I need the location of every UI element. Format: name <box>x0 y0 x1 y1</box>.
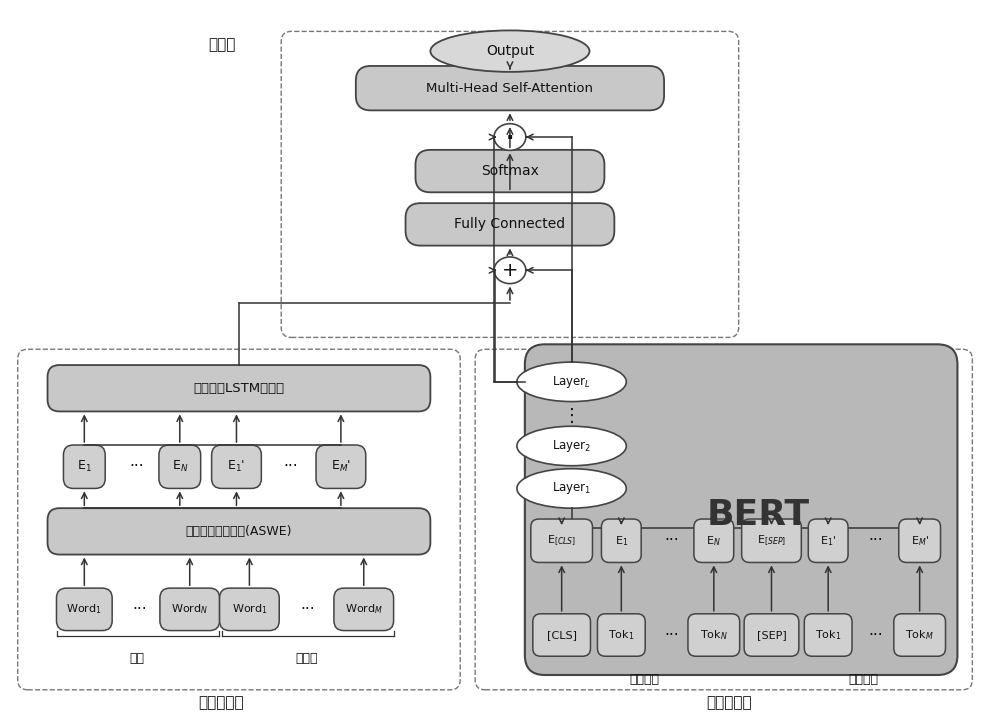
Text: ·: · <box>506 128 514 148</box>
FancyBboxPatch shape <box>415 150 604 192</box>
Text: ···: ··· <box>665 533 679 548</box>
FancyBboxPatch shape <box>48 508 430 555</box>
Text: Fully Connected: Fully Connected <box>454 217 566 231</box>
Text: ···: ··· <box>130 459 144 474</box>
Text: Multi-Head Self-Attention: Multi-Head Self-Attention <box>426 81 593 95</box>
Text: 原始评论: 原始评论 <box>629 673 659 686</box>
Text: 情感嵌入层: 情感嵌入层 <box>199 695 244 710</box>
FancyBboxPatch shape <box>597 614 645 656</box>
Text: E$_M$': E$_M$' <box>911 534 929 548</box>
Text: 对抗性情感词嵌入(ASWE): 对抗性情感词嵌入(ASWE) <box>186 525 292 538</box>
FancyBboxPatch shape <box>334 588 394 630</box>
FancyBboxPatch shape <box>316 445 366 488</box>
FancyBboxPatch shape <box>56 588 112 630</box>
Text: ···: ··· <box>665 628 679 643</box>
Text: 双层双向LSTM编码器: 双层双向LSTM编码器 <box>193 382 285 395</box>
FancyBboxPatch shape <box>688 614 740 656</box>
Text: 输出层: 输出层 <box>208 36 235 51</box>
FancyBboxPatch shape <box>533 614 590 656</box>
Text: E$_M$': E$_M$' <box>331 459 351 474</box>
Text: Word$_1$: Word$_1$ <box>66 603 102 616</box>
FancyBboxPatch shape <box>159 445 201 488</box>
Text: BERT: BERT <box>707 498 810 532</box>
Text: E$_1$: E$_1$ <box>77 459 92 474</box>
Text: [SEP]: [SEP] <box>757 630 786 640</box>
FancyBboxPatch shape <box>525 344 957 675</box>
Ellipse shape <box>494 257 526 283</box>
Text: ···: ··· <box>301 602 315 617</box>
FancyBboxPatch shape <box>694 519 734 563</box>
Text: Layer$_L$: Layer$_L$ <box>552 374 591 390</box>
Text: Word$_M$: Word$_M$ <box>345 603 383 616</box>
Text: E$_N$: E$_N$ <box>172 459 188 474</box>
Ellipse shape <box>430 31 590 72</box>
Text: Layer$_2$: Layer$_2$ <box>552 438 591 454</box>
Text: Word$_1$: Word$_1$ <box>232 603 267 616</box>
FancyBboxPatch shape <box>744 614 799 656</box>
FancyBboxPatch shape <box>48 365 430 411</box>
Text: 方面: 方面 <box>130 652 145 665</box>
Text: E$_{[CLS]}$: E$_{[CLS]}$ <box>547 533 576 548</box>
Text: ···: ··· <box>869 533 883 548</box>
FancyBboxPatch shape <box>356 66 664 111</box>
Text: 辅助句子: 辅助句子 <box>848 673 878 686</box>
Text: +: + <box>502 261 518 280</box>
Ellipse shape <box>517 468 626 508</box>
Text: E$_1$': E$_1$' <box>820 534 836 548</box>
Text: ···: ··· <box>869 628 883 643</box>
Text: Word$_N$: Word$_N$ <box>171 603 208 616</box>
Text: Tok$_1$: Tok$_1$ <box>608 628 635 642</box>
Text: [CLS]: [CLS] <box>547 630 577 640</box>
FancyBboxPatch shape <box>212 445 261 488</box>
Text: Softmax: Softmax <box>481 164 539 178</box>
Text: Output: Output <box>486 44 534 58</box>
FancyBboxPatch shape <box>742 519 801 563</box>
Text: ···: ··· <box>284 459 298 474</box>
Text: E$_{[SEP]}$: E$_{[SEP]}$ <box>757 533 786 548</box>
FancyBboxPatch shape <box>63 445 105 488</box>
Text: E$_1$: E$_1$ <box>615 534 628 548</box>
FancyBboxPatch shape <box>531 519 592 563</box>
FancyBboxPatch shape <box>899 519 941 563</box>
Ellipse shape <box>517 362 626 401</box>
FancyBboxPatch shape <box>601 519 641 563</box>
Text: ···: ··· <box>133 602 147 617</box>
FancyBboxPatch shape <box>894 614 946 656</box>
FancyBboxPatch shape <box>808 519 848 563</box>
FancyBboxPatch shape <box>804 614 852 656</box>
Text: 评论句: 评论句 <box>296 652 318 665</box>
Text: Tok$_1$: Tok$_1$ <box>815 628 841 642</box>
Text: ⋮: ⋮ <box>563 408 581 426</box>
Ellipse shape <box>517 426 626 466</box>
Text: 语义嵌入层: 语义嵌入层 <box>706 695 752 710</box>
Text: E$_N$: E$_N$ <box>706 534 721 548</box>
FancyBboxPatch shape <box>220 588 279 630</box>
FancyBboxPatch shape <box>160 588 220 630</box>
Text: Tok$_M$: Tok$_M$ <box>905 628 934 642</box>
Ellipse shape <box>494 124 526 151</box>
Text: Layer$_1$: Layer$_1$ <box>552 481 591 496</box>
Text: Tok$_N$: Tok$_N$ <box>700 628 728 642</box>
Text: E$_1$': E$_1$' <box>227 459 246 474</box>
FancyBboxPatch shape <box>406 203 614 246</box>
